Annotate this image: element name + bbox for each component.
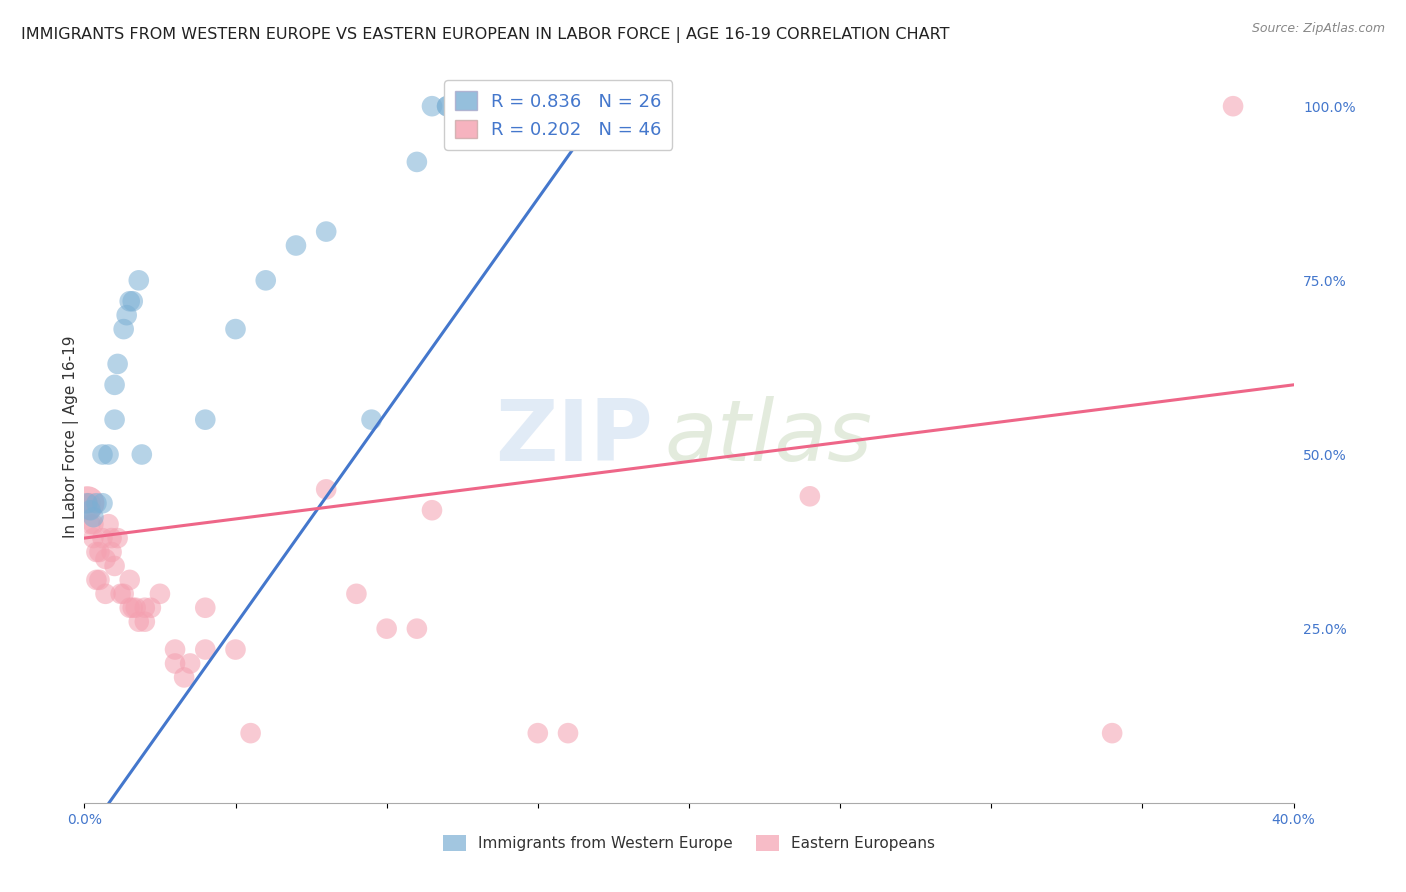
Point (118, 294, 141, 309)
Point (239, 726, 262, 740)
Point (315, 483, 337, 497)
Point (79, 517, 101, 532)
Text: ZIP: ZIP (495, 395, 652, 479)
Point (82, 517, 104, 532)
Text: Source: ZipAtlas.com: Source: ZipAtlas.com (1251, 22, 1385, 36)
Point (1222, 99, 1244, 113)
Point (128, 273, 150, 287)
Point (91, 531, 114, 545)
Point (254, 273, 277, 287)
Point (436, 99, 458, 113)
Point (406, 155, 429, 169)
Point (360, 412, 382, 426)
Point (94, 587, 117, 601)
Point (76, 496, 98, 510)
Point (76, 496, 98, 510)
Point (79, 496, 101, 510)
Point (149, 587, 172, 601)
Point (107, 531, 129, 545)
Point (97, 448, 120, 462)
Point (104, 377, 127, 392)
Point (194, 600, 217, 615)
Point (557, 726, 579, 740)
Point (179, 657, 201, 671)
Point (94, 552, 117, 566)
Point (139, 600, 162, 615)
Point (406, 622, 429, 636)
Point (121, 600, 143, 615)
Point (107, 357, 129, 371)
Point (285, 238, 308, 252)
Text: IMMIGRANTS FROM WESTERN EUROPE VS EASTERN EUROPEAN IN LABOR FORCE | AGE 16-19 CO: IMMIGRANTS FROM WESTERN EUROPE VS EASTER… (21, 27, 949, 43)
Point (112, 587, 135, 601)
Point (375, 622, 398, 636)
Point (100, 545, 122, 559)
Point (118, 573, 141, 587)
Point (91, 448, 114, 462)
Point (110, 587, 132, 601)
Point (225, 322, 247, 336)
Text: atlas: atlas (665, 395, 873, 479)
Point (173, 670, 195, 684)
Point (420, 99, 443, 113)
Point (86, 496, 108, 510)
Point (436, 99, 458, 113)
Point (799, 489, 821, 503)
Point (104, 412, 127, 426)
Point (527, 726, 550, 740)
Point (128, 615, 150, 629)
Point (165, 657, 187, 671)
Legend: Immigrants from Western Europe, Eastern Europeans: Immigrants from Western Europe, Eastern … (437, 830, 941, 857)
Point (1101, 726, 1123, 740)
Point (79, 503, 101, 517)
Point (165, 642, 187, 657)
Y-axis label: In Labor Force | Age 16-19: In Labor Force | Age 16-19 (63, 335, 79, 539)
Point (91, 496, 114, 510)
Point (115, 308, 138, 322)
Point (89, 545, 111, 559)
Point (315, 225, 337, 239)
Point (118, 600, 141, 615)
Point (125, 600, 148, 615)
Point (121, 294, 143, 309)
Point (194, 412, 217, 426)
Point (86, 545, 108, 559)
Point (134, 615, 156, 629)
Point (76, 496, 98, 510)
Point (82, 531, 104, 545)
Point (89, 573, 111, 587)
Point (97, 517, 120, 532)
Point (131, 448, 153, 462)
Point (104, 558, 127, 573)
Point (134, 600, 156, 615)
Point (112, 322, 135, 336)
Point (225, 642, 247, 657)
Point (420, 503, 443, 517)
Point (86, 573, 108, 587)
Point (100, 531, 122, 545)
Point (82, 510, 104, 524)
Point (346, 587, 368, 601)
Point (194, 642, 217, 657)
